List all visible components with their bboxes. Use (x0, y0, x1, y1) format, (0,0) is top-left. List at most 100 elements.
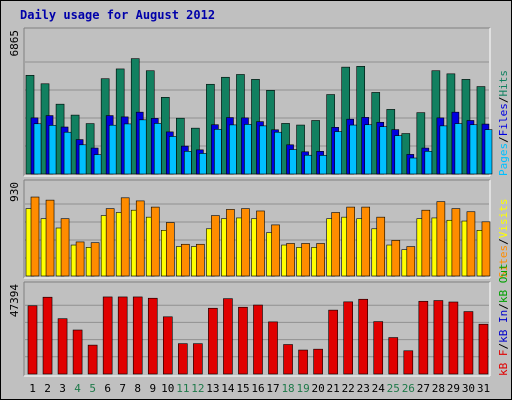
bar-hits-day-20 (311, 120, 320, 175)
day-label-17: 17 (266, 382, 279, 395)
legend-: / (497, 136, 510, 143)
bar-kb-f-day-17 (268, 321, 278, 375)
day-label-16: 16 (251, 382, 264, 395)
day-label-21: 21 (327, 382, 340, 395)
bar-kb-f-day-8 (132, 296, 143, 375)
bar-sites-day-28 (436, 201, 446, 277)
day-label-27: 27 (417, 382, 430, 395)
bar-pages-day-10 (168, 136, 177, 175)
day-label-28: 28 (432, 382, 445, 395)
bar-sites-day-25 (391, 240, 401, 277)
day-label-4: 4 (74, 382, 81, 395)
bar-pages-day-27 (424, 151, 433, 175)
bar-sites-day-2 (45, 199, 55, 277)
bar-pages-day-28 (439, 125, 448, 175)
bar-kb-f-day-12 (193, 343, 203, 375)
bar-kb-f-day-21 (328, 309, 338, 375)
legend-kb-in: kB In (497, 310, 510, 343)
bar-kb-f-day-27 (418, 300, 429, 375)
bar-pages-day-17 (274, 131, 282, 175)
panel-legend: Sites/Visits (497, 199, 510, 279)
bar-pages-day-2 (48, 125, 57, 175)
bar-pages-day-22 (349, 124, 357, 175)
bar-sites-day-14 (226, 209, 235, 277)
bar-pages-day-11 (184, 151, 192, 175)
bar-pages-day-26 (409, 157, 418, 175)
bar-pages-day-6 (108, 124, 117, 175)
panel-legend: Pages/Files/Hits (497, 70, 510, 176)
bar-sites-day-23 (361, 206, 371, 277)
day-labels: 1 2 3 4 5 6 7 8 9 10 11 12 13 14 15 16 17 18 19 20 21 22 23 24 2… (29, 382, 490, 395)
bar-pages-day-5 (93, 154, 102, 175)
bar-kb-f-day-30 (463, 311, 474, 375)
panel-legend: kB F/kB In/kB Out (497, 263, 510, 376)
bar-kb-f-day-11 (178, 343, 188, 375)
bar-kb-f-day-7 (117, 296, 128, 375)
bar-sites-day-5 (90, 242, 100, 277)
day-label-23: 23 (357, 382, 370, 395)
bar-pages-day-19 (304, 154, 312, 175)
y-max-label: 47394 (8, 284, 21, 317)
bar-sites-day-16 (256, 210, 265, 277)
bar-sites-day-17 (271, 224, 280, 277)
bar-pages-day-16 (259, 125, 267, 175)
bar-kb-f-day-19 (298, 349, 308, 375)
bar-sites-day-31 (481, 221, 491, 277)
legend-: / (497, 238, 510, 245)
legend-hits: Hits (497, 70, 510, 97)
bar-kb-f-day-3 (57, 318, 68, 375)
bar-kb-f-day-4 (72, 329, 83, 375)
bar-kb-f-day-20 (313, 348, 323, 375)
day-label-30: 30 (462, 382, 475, 395)
day-label-9: 9 (149, 382, 156, 395)
day-label-13: 13 (206, 382, 219, 395)
day-label-3: 3 (59, 382, 66, 395)
day-label-6: 6 (104, 382, 111, 395)
bar-sites-day-8 (135, 200, 145, 277)
bar-pages-day-25 (394, 135, 403, 175)
bar-sites-day-4 (75, 241, 85, 277)
bar-kb-f-day-25 (388, 337, 399, 375)
day-label-29: 29 (447, 382, 460, 395)
bar-kb-f-day-14 (223, 298, 233, 375)
bar-pages-day-13 (214, 128, 222, 175)
day-label-20: 20 (312, 382, 325, 395)
bar-pages-day-24 (379, 126, 388, 175)
bar-pages-day-14 (229, 124, 237, 175)
bar-sites-day-6 (105, 208, 115, 277)
panel-visits-sites: 930 Sites/Visits (8, 179, 510, 279)
bar-pages-day-23 (364, 124, 373, 175)
y-max-label: 930 (8, 182, 21, 202)
bar-sites-day-19 (301, 243, 310, 277)
bar-pages-day-7 (123, 123, 132, 175)
bar-sites-day-22 (346, 206, 355, 277)
bar-sites-day-24 (376, 216, 386, 277)
day-label-25: 25 (387, 382, 400, 395)
day-label-22: 22 (342, 382, 355, 395)
bar-sites-day-11 (181, 243, 190, 277)
bar-pages-day-3 (63, 131, 72, 175)
bar-sites-day-29 (451, 208, 461, 277)
bar-pages-day-8 (138, 119, 147, 175)
bar-pages-day-29 (454, 123, 463, 175)
day-label-19: 19 (296, 382, 309, 395)
legend-: / (497, 343, 510, 350)
bar-kb-f-day-9 (147, 297, 158, 375)
bar-kb-f-day-1 (27, 305, 38, 375)
legend-kb-out: kB Out (497, 263, 510, 303)
day-label-11: 11 (176, 382, 189, 395)
bar-sites-day-26 (406, 246, 416, 277)
bar-pages-day-30 (469, 124, 478, 175)
bar-hits-day-27 (416, 112, 426, 175)
legend-kb-f: kB F (497, 350, 510, 377)
bar-sites-day-18 (286, 243, 295, 277)
bar-sites-day-13 (211, 215, 220, 277)
day-label-18: 18 (281, 382, 294, 395)
bar-pages-day-1 (33, 123, 42, 175)
bar-sites-day-7 (120, 197, 130, 277)
bar-sites-day-1 (30, 196, 40, 277)
legend-: / (497, 97, 510, 104)
